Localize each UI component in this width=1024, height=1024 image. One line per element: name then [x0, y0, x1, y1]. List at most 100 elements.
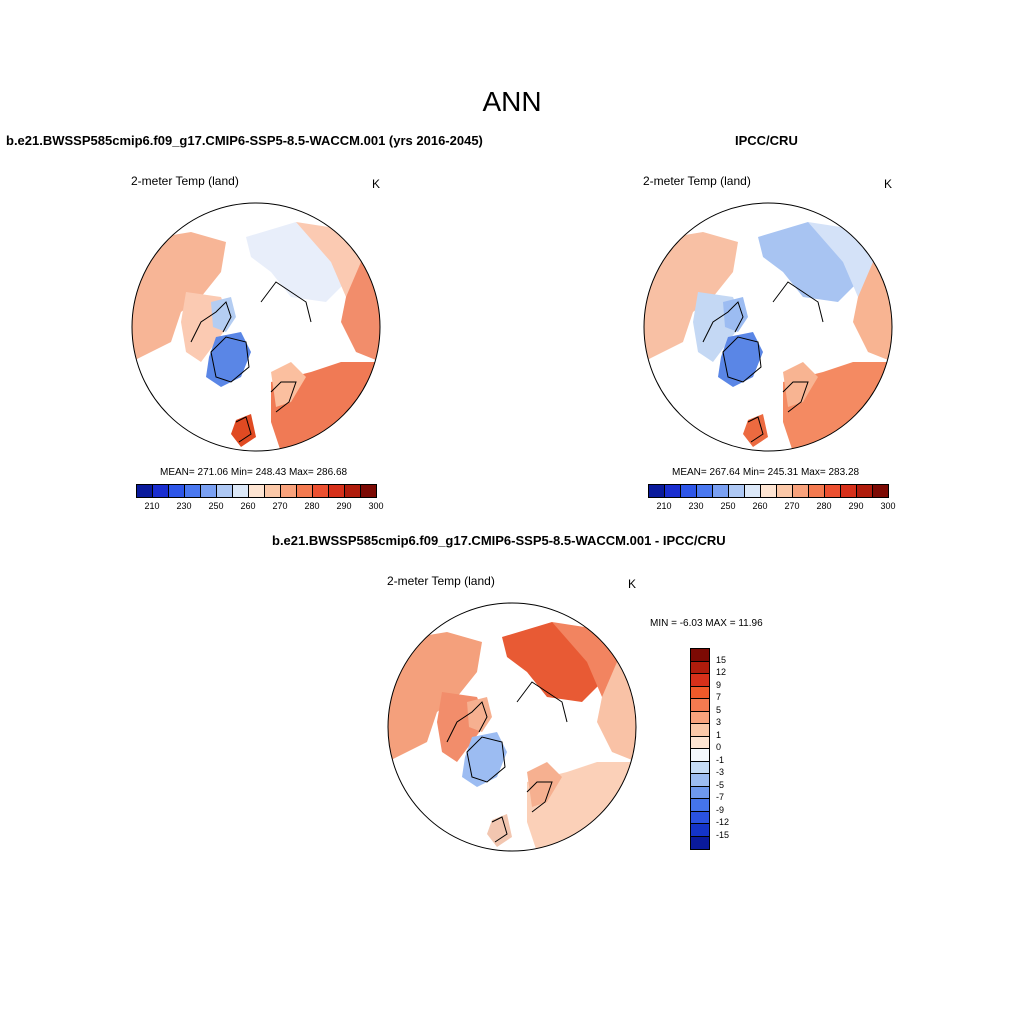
- panel1-colorbar-tick-label: 300: [368, 501, 384, 511]
- panel3-land-scandinavia: [527, 762, 562, 807]
- panel2-colorbar-tick-label: 270: [784, 501, 800, 511]
- panel2-colorbar-swatch: [713, 485, 729, 497]
- panel2-colorbar-swatch: [649, 485, 665, 497]
- panel3-colorbar-swatch: [691, 824, 709, 837]
- panel3-stats: MIN = -6.03 MAX = 11.96: [650, 618, 763, 629]
- panel2-colorbar-swatch: [793, 485, 809, 497]
- panel1-land-russia-south: [341, 262, 380, 362]
- panel1-coastlines: [190, 281, 312, 443]
- panel2-colorbar-tick-label: 260: [752, 501, 768, 511]
- panel2-land-canadian-archipelago: [723, 297, 748, 332]
- panel2-variable-label: 2-meter Temp (land): [643, 174, 751, 188]
- panel1-colorbar-tick-label: 210: [144, 501, 160, 511]
- panel2-land-russia-south: [853, 262, 892, 362]
- panel1-colorbar-tick-label: 280: [304, 501, 320, 511]
- panel3-colorbar-tick-label: 12: [716, 667, 727, 677]
- panel3-colorbar-swatch: [691, 799, 709, 812]
- panel3-colorbar-swatch: [691, 674, 709, 687]
- panel3-colorbar-swatch: [691, 836, 709, 849]
- panel3-colorbar-swatch: [691, 749, 709, 762]
- panel2-colorbar-swatch: [841, 485, 857, 497]
- panel3-colorbar-tick-label: -9: [716, 804, 725, 815]
- panel3-colorbar-tick-label: -15: [716, 829, 730, 840]
- panel3-coastlines: [446, 681, 568, 843]
- panel1-colorbar-swatch: [217, 485, 233, 497]
- panel3-colorbar-swatch: [691, 761, 709, 774]
- panel3-land-canadian-archipelago: [467, 697, 492, 732]
- panel2-colorbar-swatch: [729, 485, 745, 497]
- panel3-polar-map: [387, 602, 637, 852]
- panel1-land-north-america-west: [132, 232, 226, 362]
- panel3-land-north-america-west: [388, 632, 482, 762]
- panel3-colorbar: [690, 648, 710, 850]
- panel3-colorbar-tick-label: -5: [716, 779, 725, 790]
- panel3-colorbar-swatch: [691, 699, 709, 712]
- panel1-colorbar-swatch: [185, 485, 201, 497]
- panel2-colorbar-tick-label: 250: [720, 501, 736, 511]
- panel3-colorbar-tick-label: -12: [716, 817, 730, 827]
- panel2-colorbar-tick-label: 230: [688, 501, 704, 511]
- panel3-colorbar-swatch: [691, 724, 709, 737]
- panel2-colorbar-swatch: [857, 485, 873, 497]
- panel2-colorbar-swatch: [777, 485, 793, 497]
- panel2-colorbar-tick-label: 300: [880, 501, 896, 511]
- panel3-colorbar-tick-label: -3: [716, 767, 725, 777]
- panel2-colorbar-ticks: 210 230 250 260 270 280 290 300: [648, 501, 895, 513]
- panel1-colorbar-swatch: [313, 485, 329, 497]
- panel3-colorbar-swatch: [691, 661, 709, 674]
- panel2-colorbar-swatch: [745, 485, 761, 497]
- panel3-land-uk: [487, 814, 512, 847]
- panel3-colorbar-tick-label: 15: [716, 654, 727, 665]
- panel2-land-scandinavia: [783, 362, 818, 407]
- panel1-land-canadian-archipelago: [211, 297, 236, 332]
- panel1-stats: MEAN= 271.06 Min= 248.43 Max= 286.68: [160, 467, 348, 478]
- panel2-colorbar-swatch: [825, 485, 841, 497]
- panel1-colorbar-swatch: [297, 485, 313, 497]
- panel2-land-uk: [743, 414, 768, 447]
- panel3-colorbar-tick-label: 1: [716, 729, 722, 740]
- panel2-colorbar: [648, 484, 889, 498]
- panel3-colorbar-tick-label: -7: [716, 792, 725, 802]
- panel2-title: IPCC/CRU: [735, 133, 798, 148]
- panel1-colorbar-swatch: [201, 485, 217, 497]
- panel1-variable-label: 2-meter Temp (land): [131, 174, 239, 188]
- panel2-colorbar-swatch: [697, 485, 713, 497]
- panel1-colorbar-tick-label: 290: [336, 501, 352, 511]
- panel2-land-north-america-west: [644, 232, 738, 362]
- panel2-colorbar-tick-label: 290: [848, 501, 864, 511]
- panel3-colorbar-swatch: [691, 786, 709, 799]
- panel3-colorbar-swatch: [691, 649, 709, 662]
- panel2-colorbar-swatch: [761, 485, 777, 497]
- panel1-colorbar-tick-label: 230: [176, 501, 192, 511]
- panel1-units-label: K: [372, 177, 381, 191]
- panel1-colorbar-swatch: [137, 485, 153, 497]
- panel1-colorbar-swatch: [169, 485, 185, 497]
- panel3-units-label: K: [628, 577, 637, 591]
- figure-title: ANN: [482, 86, 542, 117]
- panel3-land-russia-south: [597, 662, 636, 762]
- panel1-colorbar-swatch: [361, 485, 376, 497]
- panel1-polar-map: [131, 202, 381, 452]
- panel2-colorbar-swatch: [665, 485, 681, 497]
- panel3-colorbar-swatch: [691, 736, 709, 749]
- panel2-colorbar-swatch: [681, 485, 697, 497]
- panel3-colorbar-tick-label: 0: [716, 742, 722, 752]
- panel3-colorbar-tick-label: 5: [716, 704, 722, 715]
- panel1-colorbar-ticks: 210 230 250 260 270 280 290 300: [136, 501, 383, 513]
- panel2-colorbar-tick-label: 280: [816, 501, 832, 511]
- panel1-colorbar-swatch: [329, 485, 345, 497]
- panel2-colorbar-swatch: [809, 485, 825, 497]
- panel1-colorbar-tick-label: 250: [208, 501, 224, 511]
- panel3-colorbar-tick-label: 9: [716, 679, 722, 690]
- panel3-variable-label: 2-meter Temp (land): [387, 574, 495, 588]
- panel3-colorbar-swatch: [691, 686, 709, 699]
- panel1-colorbar-tick-label: 270: [272, 501, 288, 511]
- panel1-land-uk: [231, 414, 256, 447]
- panel2-polar-map: [643, 202, 893, 452]
- panel2-stats: MEAN= 267.64 Min= 245.31 Max= 283.28: [672, 467, 860, 478]
- panel3-colorbar-swatch: [691, 711, 709, 724]
- panel3-colorbar-tick-label: 7: [716, 692, 722, 702]
- panel2-units-label: K: [884, 177, 893, 191]
- panel1-land-scandinavia: [271, 362, 306, 407]
- panel3-colorbar-tick-label: -1: [716, 754, 725, 765]
